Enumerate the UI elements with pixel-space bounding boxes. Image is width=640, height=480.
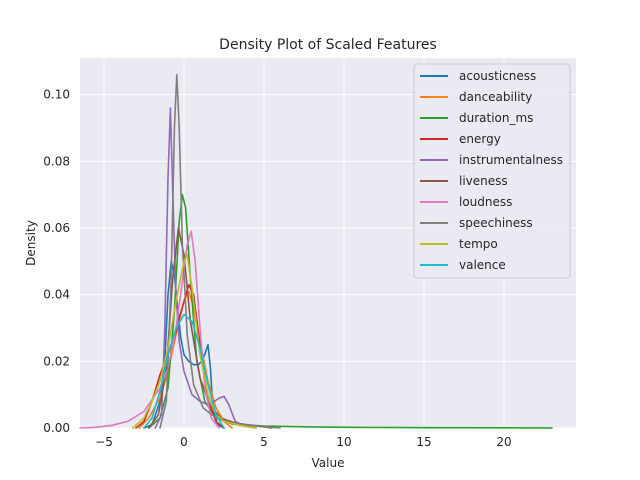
legend-box [413, 63, 571, 279]
series-line-valence [143, 313, 225, 429]
series-line-speechiness [159, 73, 281, 429]
legend-item: energy [420, 132, 501, 146]
x-tick-label: 5 [260, 435, 268, 449]
legend-item: liveness [420, 174, 508, 188]
legend-label: instrumentalness [459, 153, 563, 167]
legend-label: acousticness [459, 69, 536, 83]
y-tick-label: 0.00 [43, 421, 70, 435]
y-tick-label: 0.08 [43, 154, 70, 168]
x-tick-label: −5 [95, 435, 113, 449]
chart-title: Density Plot of Scaled Features [219, 37, 437, 53]
legend-item: instrumentalness [420, 153, 563, 167]
legend-item: valence [420, 258, 506, 272]
y-tick-label: 0.04 [43, 288, 70, 302]
legend-label: loudness [459, 195, 512, 209]
legend-label: liveness [459, 174, 508, 188]
x-tick-label: 0 [180, 435, 188, 449]
legend-item: duration_ms [420, 111, 533, 125]
x-tick-label: 20 [496, 435, 511, 449]
legend-label: energy [459, 132, 501, 146]
x-axis-title: Value [312, 456, 345, 470]
series-lines [79, 73, 553, 429]
series-line-instrumentalness [154, 107, 257, 429]
series-line-tempo [132, 253, 257, 429]
legend-item: speechiness [420, 216, 533, 230]
legend-label: valence [459, 258, 506, 272]
x-axis-ticks: −5 0 5 10 15 20 [95, 435, 511, 449]
legend-item: tempo [420, 237, 498, 251]
y-axis-ticks: 0.00 0.02 0.04 0.06 0.08 0.10 [43, 88, 70, 435]
y-tick-label: 0.10 [43, 88, 70, 102]
y-tick-label: 0.02 [43, 354, 70, 368]
legend-label: danceability [459, 90, 532, 104]
series-line-danceability [138, 290, 233, 429]
legend-label: speechiness [459, 216, 533, 230]
legend-label: duration_ms [459, 111, 533, 125]
legend: acousticness danceability duration_msenerg… [413, 63, 571, 279]
legend-item: acousticness [420, 69, 536, 83]
legend-item: loudness [420, 195, 512, 209]
legend-label: tempo [459, 237, 498, 251]
x-tick-label: 15 [416, 435, 431, 449]
legend-item: danceability [420, 90, 532, 104]
x-tick-label: 10 [336, 435, 351, 449]
y-tick-label: 0.06 [43, 221, 70, 235]
y-axis-title: Density [24, 220, 38, 266]
series-line-acousticness [143, 260, 225, 429]
